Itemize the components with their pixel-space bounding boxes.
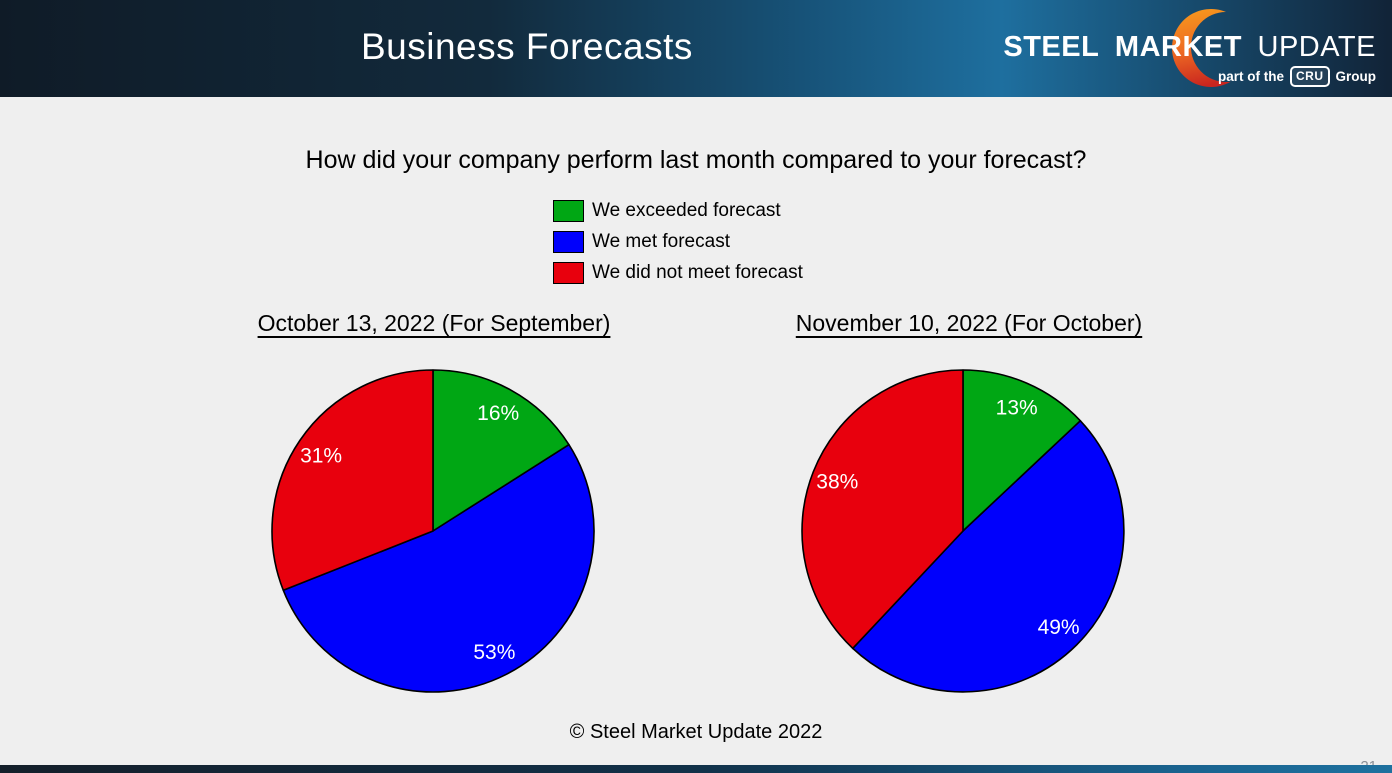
chart-title-september: October 13, 2022 (For September)	[257, 310, 611, 336]
copyright-text: © Steel Market Update 2022	[569, 721, 823, 743]
pie-slice	[801, 369, 964, 650]
brand-tagline: part of the CRU Group	[1218, 66, 1376, 87]
legend-item-exceeded: We exceeded forecast	[553, 200, 803, 222]
pie-slice-label: 31%	[300, 444, 342, 467]
page-title: Business Forecasts	[361, 26, 693, 67]
legend-label: We met forecast	[592, 231, 730, 252]
tagline-suffix: Group	[1335, 69, 1377, 84]
brand-steel: STEEL	[1003, 31, 1100, 63]
brand-name: STEEL MARKET UPDATE	[996, 31, 1376, 64]
smu-crescent-icon	[1171, 8, 1231, 87]
tagline-prefix: part of the	[1218, 69, 1284, 84]
legend-swatch-red	[553, 262, 584, 284]
legend-item-met: We met forecast	[553, 231, 803, 253]
pie-slice-label: 53%	[473, 641, 515, 664]
pie-slice-label: 13%	[996, 396, 1038, 419]
pie-slice	[962, 369, 1082, 532]
pie-slice	[282, 443, 595, 693]
legend-swatch-blue	[553, 231, 584, 253]
legend-label: We did not meet forecast	[592, 262, 803, 283]
smu-logo: STEEL MARKET UPDATE part of the CRU Grou…	[1003, 5, 1378, 93]
legend-swatch-green	[553, 200, 584, 222]
legend-item-not-met: We did not meet forecast	[553, 262, 803, 284]
header-band: Business Forecasts STEEL MARKET UPDATE	[0, 0, 1392, 97]
pie-slice	[851, 419, 1125, 693]
bottom-accent-bar	[0, 765, 1392, 773]
pie-slice	[271, 369, 434, 592]
brand-update: UPDATE	[1257, 31, 1376, 63]
pie-slice-label: 38%	[816, 471, 858, 494]
survey-question: How did your company perform last month …	[305, 146, 1087, 174]
pie-chart-october: 13% 49% 38%	[793, 361, 1133, 701]
legend: We exceeded forecast We met forecast We …	[553, 200, 803, 293]
legend-label: We exceeded forecast	[592, 200, 781, 221]
chart-title-october: November 10, 2022 (For October)	[795, 310, 1143, 336]
pie-slice-label: 49%	[1038, 616, 1080, 639]
brand-market: MARKET	[1114, 31, 1242, 63]
cru-badge: CRU	[1290, 66, 1330, 87]
pie-chart-september: 16% 53% 31%	[263, 361, 603, 701]
pie-slice-label: 16%	[477, 402, 519, 425]
pie-slice	[432, 369, 570, 532]
